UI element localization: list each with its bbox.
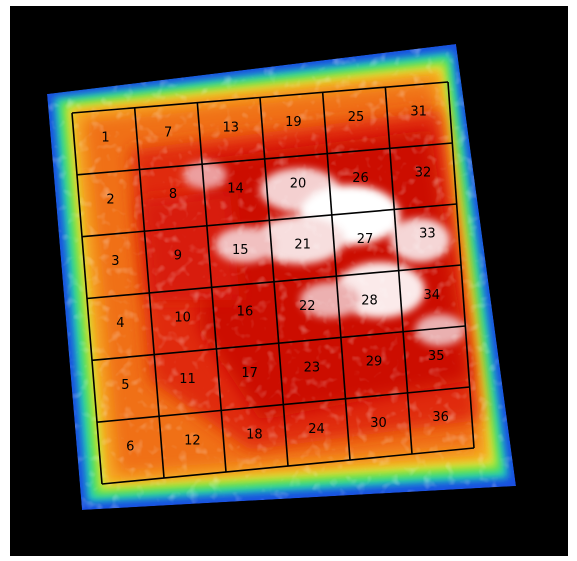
cell-label-29: 29 bbox=[366, 355, 383, 370]
cell-label-17: 17 bbox=[241, 366, 258, 381]
grid-horizontal-line bbox=[81, 203, 457, 238]
cell-label-7: 7 bbox=[164, 125, 172, 140]
grid-horizontal-line bbox=[101, 447, 475, 485]
grid-horizontal-line bbox=[96, 386, 470, 423]
cell-label-16: 16 bbox=[237, 305, 254, 320]
cell-label-33: 33 bbox=[419, 227, 436, 242]
intensity-map bbox=[47, 44, 516, 510]
cell-label-26: 26 bbox=[352, 171, 369, 186]
cell-label-14: 14 bbox=[227, 182, 244, 197]
grid-horizontal-line bbox=[76, 142, 453, 176]
cell-label-8: 8 bbox=[169, 187, 177, 202]
cell-label-22: 22 bbox=[299, 299, 316, 314]
cell-label-21: 21 bbox=[294, 238, 311, 253]
grid-labels: 1234567891011121314151617181920212223242… bbox=[101, 105, 448, 455]
cell-label-9: 9 bbox=[174, 249, 182, 264]
cell-label-13: 13 bbox=[223, 120, 240, 135]
cell-label-3: 3 bbox=[111, 254, 119, 269]
grid-horizontal-line bbox=[71, 81, 449, 114]
cell-label-35: 35 bbox=[428, 349, 445, 364]
cell-label-32: 32 bbox=[415, 166, 432, 181]
cell-label-30: 30 bbox=[370, 416, 387, 431]
cell-label-28: 28 bbox=[361, 293, 378, 308]
cell-label-1: 1 bbox=[101, 131, 109, 146]
cell-label-2: 2 bbox=[106, 192, 114, 207]
cell-label-19: 19 bbox=[285, 115, 302, 130]
cell-label-34: 34 bbox=[424, 288, 441, 303]
cell-label-27: 27 bbox=[357, 232, 374, 247]
cell-label-24: 24 bbox=[308, 422, 325, 437]
cell-label-18: 18 bbox=[246, 428, 263, 443]
cell-label-6: 6 bbox=[126, 440, 134, 455]
cell-label-4: 4 bbox=[116, 316, 124, 331]
cell-label-23: 23 bbox=[304, 360, 321, 375]
cell-label-12: 12 bbox=[184, 434, 201, 449]
cell-label-25: 25 bbox=[348, 110, 365, 125]
grid-horizontal-line bbox=[91, 325, 466, 362]
cell-label-20: 20 bbox=[290, 176, 307, 191]
cell-label-11: 11 bbox=[179, 372, 196, 387]
cell-label-10: 10 bbox=[174, 310, 191, 325]
grid-horizontal-line bbox=[86, 264, 462, 300]
cell-label-5: 5 bbox=[121, 378, 129, 393]
grid-lines bbox=[71, 81, 475, 485]
cell-label-36: 36 bbox=[432, 410, 449, 425]
cell-label-15: 15 bbox=[232, 243, 249, 258]
cell-label-31: 31 bbox=[410, 105, 427, 120]
